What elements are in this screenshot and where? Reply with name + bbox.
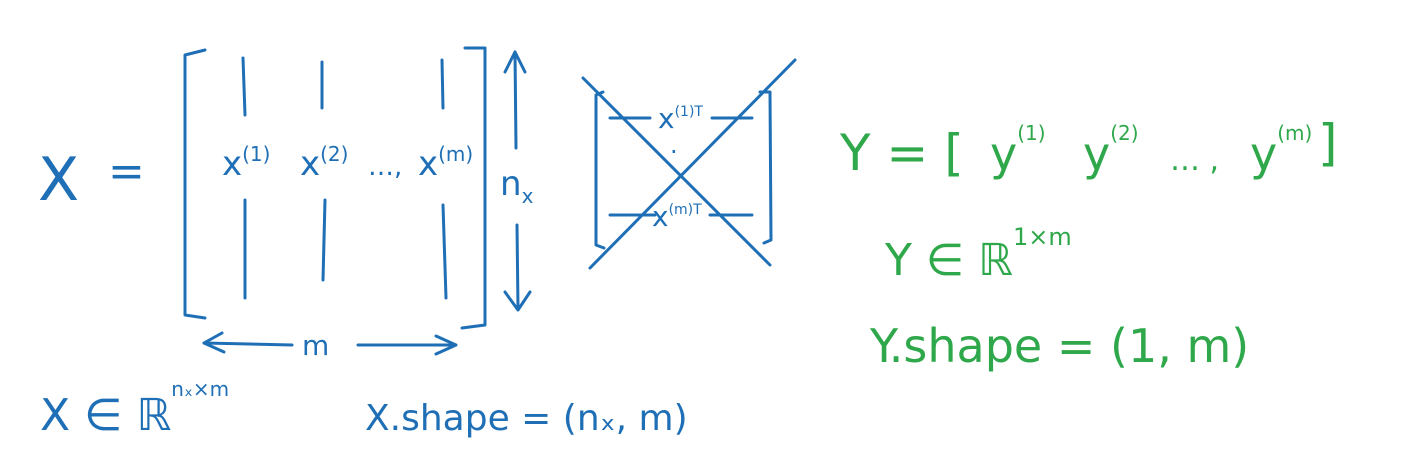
ellipsis: …, bbox=[368, 152, 402, 182]
X-membership: X ∈ ℝnₓ×m bbox=[40, 377, 229, 441]
equals-sign: = bbox=[108, 146, 145, 197]
row-xmT: x(m)T bbox=[652, 200, 702, 233]
Y-equals: Y = [ bbox=[839, 124, 964, 182]
column-bars bbox=[241, 56, 448, 300]
crossout-stroke-2 bbox=[588, 58, 797, 270]
row-dot: · bbox=[670, 138, 678, 166]
columns-arrow bbox=[202, 331, 458, 356]
y2-entry: y(2) bbox=[1083, 121, 1139, 181]
crossed-left-bracket bbox=[594, 90, 606, 250]
row-x1T: x(1)T bbox=[658, 102, 703, 135]
rows-label-nx: nx bbox=[500, 164, 534, 208]
right-bracket bbox=[460, 46, 487, 330]
column-xm: x(m) bbox=[418, 142, 473, 184]
rows-arrow bbox=[503, 50, 532, 312]
matrix-X-symbol: X bbox=[38, 145, 79, 215]
left-bracket bbox=[183, 48, 207, 320]
column-x2: x(2) bbox=[300, 142, 348, 184]
columns-label-m: m bbox=[302, 329, 329, 362]
crossout-stroke-1 bbox=[581, 76, 772, 267]
Y-close-bracket: ] bbox=[1318, 114, 1338, 172]
Y-shape: Y.shape = (1, m) bbox=[869, 319, 1249, 373]
Y-membership: Y ∈ ℝ1×m bbox=[884, 223, 1072, 286]
crossed-right-bracket bbox=[758, 90, 773, 245]
column-x1: x(1) bbox=[222, 142, 270, 184]
ym-entry: y(m) bbox=[1250, 121, 1312, 181]
X-shape: X.shape = (nₓ, m) bbox=[365, 398, 688, 439]
y1-entry: y(1) bbox=[990, 121, 1046, 181]
y-ellipsis: … , bbox=[1170, 143, 1219, 178]
